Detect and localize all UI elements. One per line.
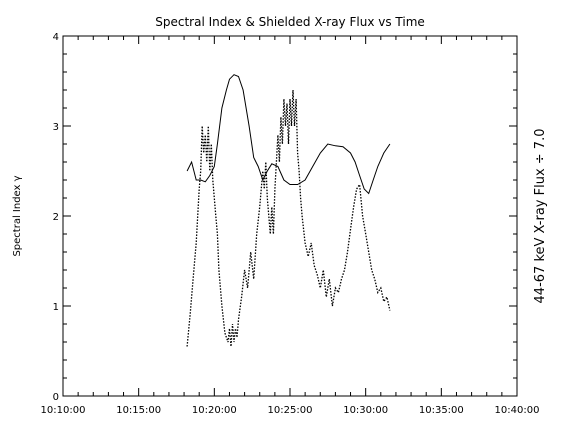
x-tick-label: 10:30:00 xyxy=(343,405,388,416)
series-group xyxy=(186,74,391,347)
y-tick-label: 3 xyxy=(53,122,59,133)
x-tick-label: 10:10:00 xyxy=(41,405,86,416)
x-tick-label: 10:40:00 xyxy=(495,405,540,416)
x-tick-label: 10:35:00 xyxy=(419,405,464,416)
spectral-index-series-line xyxy=(186,74,391,195)
flux-series-line xyxy=(186,89,391,347)
y-tick-label: 4 xyxy=(53,32,59,43)
y-tick-label: 1 xyxy=(53,302,59,313)
y-axis-label-left: Spectral Index γ xyxy=(12,175,23,256)
axis-ticks: 10:10:00 10:15:00 10:20:00 10:25:00 10:30:00… xyxy=(41,32,540,416)
x-tick-label: 10:20:00 xyxy=(192,405,237,416)
chart-title: Spectral Index & Shielded X-ray Flux vs … xyxy=(155,15,425,29)
y-tick-label: 2 xyxy=(53,212,59,223)
y-axis-label-right: 44-67 keV X-ray Flux ÷ 7.0 xyxy=(533,129,548,304)
x-tick-label: 10:15:00 xyxy=(116,405,161,416)
plot-frame xyxy=(62,35,518,397)
x-tick-label: 10:25:00 xyxy=(268,405,313,416)
y-tick-label: 0 xyxy=(53,392,59,403)
